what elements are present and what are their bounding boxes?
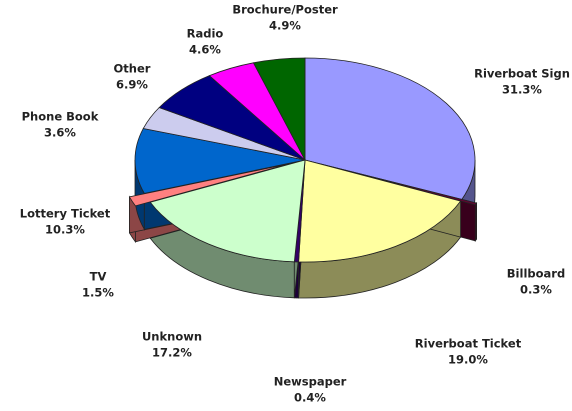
slice-label: Billboard (507, 267, 565, 281)
slice-value-label: 6.9% (116, 78, 148, 92)
slice-value-label: 31.3% (502, 83, 542, 97)
slice-value-label: 17.2% (152, 346, 192, 360)
slice (298, 159, 462, 263)
slice-value-label: 4.9% (269, 19, 301, 33)
slice-label: Riverboat Ticket (415, 337, 522, 351)
slice-label: Other (114, 62, 151, 76)
slice (128, 163, 291, 207)
slice-value-label: 0.4% (294, 391, 326, 405)
slice (134, 128, 306, 194)
slice-label: Radio (187, 27, 224, 41)
slice-label: Lottery Ticket (20, 207, 111, 221)
slice-label: Riverboat Sign (474, 67, 570, 81)
slice-value-label: 4.6% (189, 43, 221, 57)
slice-value-label: 0.3% (520, 283, 552, 297)
slice (304, 57, 476, 200)
slice-label: Brochure/Poster (232, 3, 338, 17)
slice-label: Unknown (142, 330, 202, 344)
slice (149, 159, 306, 263)
slice-value-label: 19.0% (448, 353, 488, 367)
slice-value-label: 10.3% (45, 223, 85, 237)
slice-label: Phone Book (22, 110, 99, 124)
slice-label: Newspaper (274, 375, 347, 389)
slice-label: TV (90, 270, 107, 284)
slice (252, 57, 306, 161)
slice-value-label: 1.5% (82, 286, 114, 300)
slice-value-label: 3.6% (44, 126, 76, 140)
